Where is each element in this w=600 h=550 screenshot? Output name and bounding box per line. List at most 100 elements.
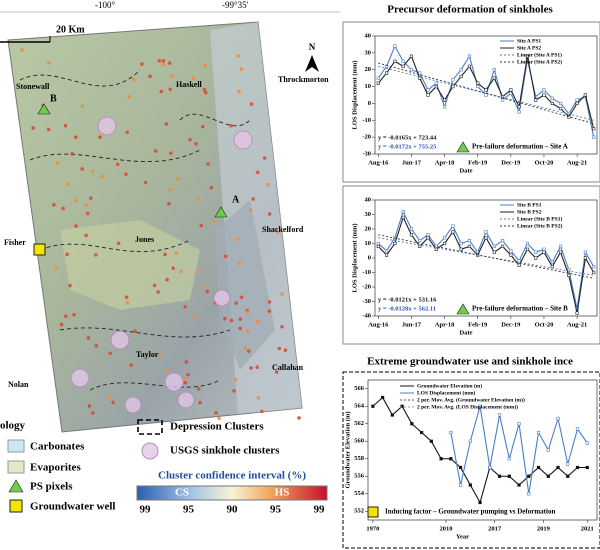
y-tick-label: 556 bbox=[354, 473, 365, 480]
series-marker bbox=[550, 265, 554, 269]
ps-pixel bbox=[124, 172, 128, 176]
y-tick-label: 20 bbox=[365, 66, 372, 73]
place-label: Callahan bbox=[272, 363, 304, 372]
ps-pixel bbox=[157, 58, 162, 63]
series-marker bbox=[542, 247, 546, 251]
x-tick-label: Feb-19 bbox=[468, 159, 488, 166]
series-marker bbox=[558, 101, 563, 106]
series-marker bbox=[542, 88, 546, 92]
ps-pixel bbox=[243, 346, 248, 351]
y-tick-label: 10 bbox=[365, 240, 372, 247]
series-marker bbox=[478, 404, 482, 408]
ps-pixel bbox=[54, 267, 59, 271]
ps-pixel bbox=[212, 219, 217, 223]
place-label: Taylor bbox=[136, 350, 159, 359]
ps-pixel bbox=[202, 87, 207, 92]
ps-pixel bbox=[65, 182, 70, 186]
ps-pixel bbox=[266, 182, 270, 187]
legend-label: Linear (Site B PS1) bbox=[517, 215, 562, 222]
legend-label: Groundwater Elevation (m) bbox=[417, 382, 482, 389]
ps-pixel bbox=[131, 77, 136, 82]
series-line bbox=[378, 62, 594, 125]
series-marker bbox=[459, 247, 463, 251]
series-marker bbox=[497, 413, 502, 417]
ps-pixel bbox=[214, 411, 218, 415]
series-marker bbox=[442, 105, 447, 109]
place-label: Throckmorton bbox=[278, 75, 329, 84]
series-marker bbox=[468, 439, 472, 443]
series-marker bbox=[517, 263, 521, 267]
series-marker bbox=[393, 44, 397, 48]
series-marker bbox=[458, 483, 463, 487]
ps-pixel bbox=[143, 180, 148, 185]
x-tick-label: 2019 bbox=[537, 525, 551, 532]
ps-pixel bbox=[249, 102, 254, 106]
legend-label: Linear (Site A PS1) bbox=[517, 51, 562, 58]
series-marker bbox=[376, 81, 380, 85]
y-tick-label: 10 bbox=[365, 83, 372, 90]
ps-pixel bbox=[84, 203, 89, 208]
series-marker bbox=[575, 311, 579, 315]
series-marker bbox=[527, 474, 531, 478]
place-label: Haskell bbox=[176, 80, 203, 89]
series-marker bbox=[550, 96, 554, 100]
ps-pixel bbox=[175, 177, 180, 181]
series-marker bbox=[467, 239, 472, 243]
ps-pixel bbox=[260, 409, 264, 414]
series-marker bbox=[575, 98, 579, 102]
colorbar-tick: 99 bbox=[314, 504, 326, 516]
ps-pixel bbox=[55, 161, 60, 165]
ps-pixel bbox=[159, 89, 164, 94]
note-icon bbox=[456, 303, 470, 315]
series-marker bbox=[509, 253, 513, 257]
series-line bbox=[372, 396, 588, 504]
place-label: Shackelford bbox=[262, 225, 304, 234]
series-marker bbox=[484, 236, 488, 240]
ps-pixel bbox=[20, 48, 24, 52]
ps-pixel bbox=[217, 416, 221, 421]
map-legend: ology Carbonates Evaporites PS pixels Gr… bbox=[0, 419, 328, 516]
ps-pixel bbox=[63, 314, 68, 319]
series-marker bbox=[442, 241, 447, 246]
x-tick-label: Jun-17 bbox=[402, 321, 422, 328]
y-tick-label: 40 bbox=[365, 32, 372, 39]
ps-pixel bbox=[239, 67, 244, 71]
series-marker bbox=[442, 236, 447, 240]
series-marker bbox=[517, 110, 521, 114]
y-tick-label: 0 bbox=[368, 254, 371, 261]
series-marker bbox=[468, 483, 472, 487]
site-label: A bbox=[232, 194, 240, 205]
series-marker bbox=[409, 233, 414, 237]
series-marker bbox=[410, 422, 414, 426]
ps-pixel bbox=[223, 254, 228, 259]
series-marker bbox=[592, 127, 596, 131]
ps-pixel bbox=[209, 185, 214, 190]
series-line bbox=[377, 55, 595, 129]
ps-pixel bbox=[80, 104, 85, 109]
series-marker bbox=[509, 88, 513, 92]
legend-label: 2 per. Mov. Avg. (Groundwater Elevation … bbox=[417, 396, 525, 403]
y-tick-label: -30 bbox=[362, 150, 371, 157]
series-marker bbox=[492, 244, 496, 249]
series-marker bbox=[575, 427, 580, 431]
ps-pixel bbox=[93, 253, 98, 257]
series-marker bbox=[546, 448, 550, 452]
place-label: Stonewall bbox=[16, 82, 50, 91]
series-marker bbox=[500, 239, 505, 243]
ps-pixel bbox=[165, 368, 170, 373]
series-marker bbox=[507, 474, 511, 478]
series-marker bbox=[585, 465, 589, 470]
ps-pixel bbox=[116, 241, 121, 246]
ps-pixel bbox=[255, 170, 260, 175]
ps-pixel bbox=[229, 318, 234, 323]
chart-note: Inducing factor – Groundwater pumping vs… bbox=[385, 508, 555, 516]
y-axis-label: Groundwater Elevation (m) bbox=[344, 411, 351, 488]
ps-pixel bbox=[31, 126, 35, 130]
ps-pixel bbox=[194, 141, 198, 146]
series-marker bbox=[467, 54, 472, 58]
ps-pixel bbox=[267, 300, 272, 304]
ps-pixel bbox=[72, 312, 76, 317]
series-marker bbox=[583, 256, 588, 260]
series-marker bbox=[517, 105, 521, 109]
legend-item: USGS sinkhole clusters bbox=[170, 445, 280, 457]
